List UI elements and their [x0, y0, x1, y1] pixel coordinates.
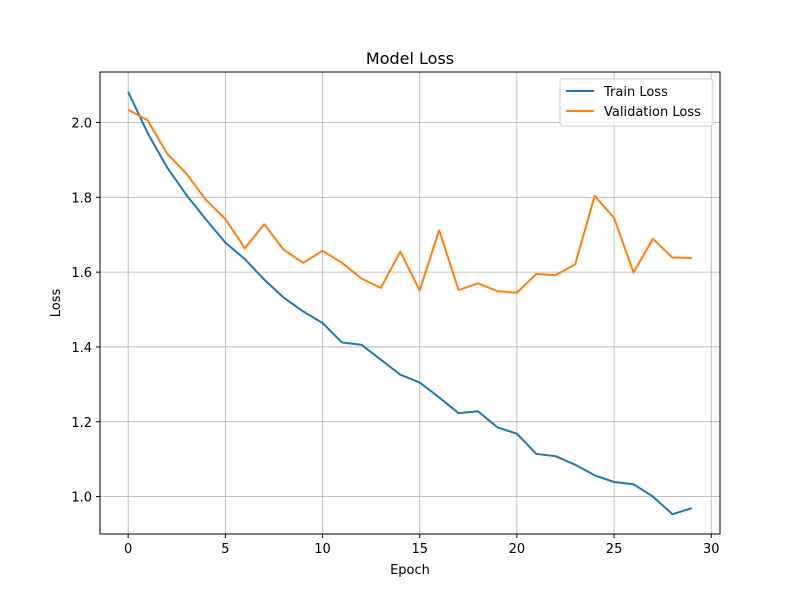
- y-tick-label: 1.0: [71, 491, 92, 506]
- legend-label-train: Train Loss: [603, 85, 668, 100]
- x-tick-label: 15: [411, 542, 428, 557]
- x-tick-label: 10: [314, 542, 331, 557]
- chart-title: Model Loss: [366, 49, 454, 68]
- y-tick-label: 1.8: [71, 191, 92, 206]
- x-tick-label: 20: [509, 542, 526, 557]
- validation-loss-line: [127, 108, 692, 294]
- plot-frame: [99, 71, 721, 535]
- y-tick-label: 1.4: [71, 341, 92, 356]
- grid: [100, 72, 720, 534]
- x-tick-label: 0: [124, 542, 132, 557]
- train-loss-line: [127, 91, 693, 516]
- x-axis-ticks: 0 5 10 15 20 25 30: [124, 534, 720, 557]
- x-tick-label: 25: [606, 542, 623, 557]
- y-axis-ticks: 1.0 1.2 1.4 1.6 1.8 2.0: [71, 117, 100, 506]
- series-lines: [127, 91, 693, 516]
- legend: Train Loss Validation Loss: [559, 78, 714, 127]
- y-axis-label: Loss: [49, 289, 64, 318]
- x-axis-label: Epoch: [390, 563, 430, 578]
- y-tick-label: 1.6: [71, 266, 92, 281]
- y-tick-label: 2.0: [71, 117, 92, 132]
- legend-label-validation: Validation Loss: [604, 105, 701, 120]
- x-tick-label: 30: [703, 542, 720, 557]
- legend-box: [559, 78, 714, 127]
- x-tick-label: 5: [221, 542, 229, 557]
- y-tick-label: 1.2: [71, 416, 92, 431]
